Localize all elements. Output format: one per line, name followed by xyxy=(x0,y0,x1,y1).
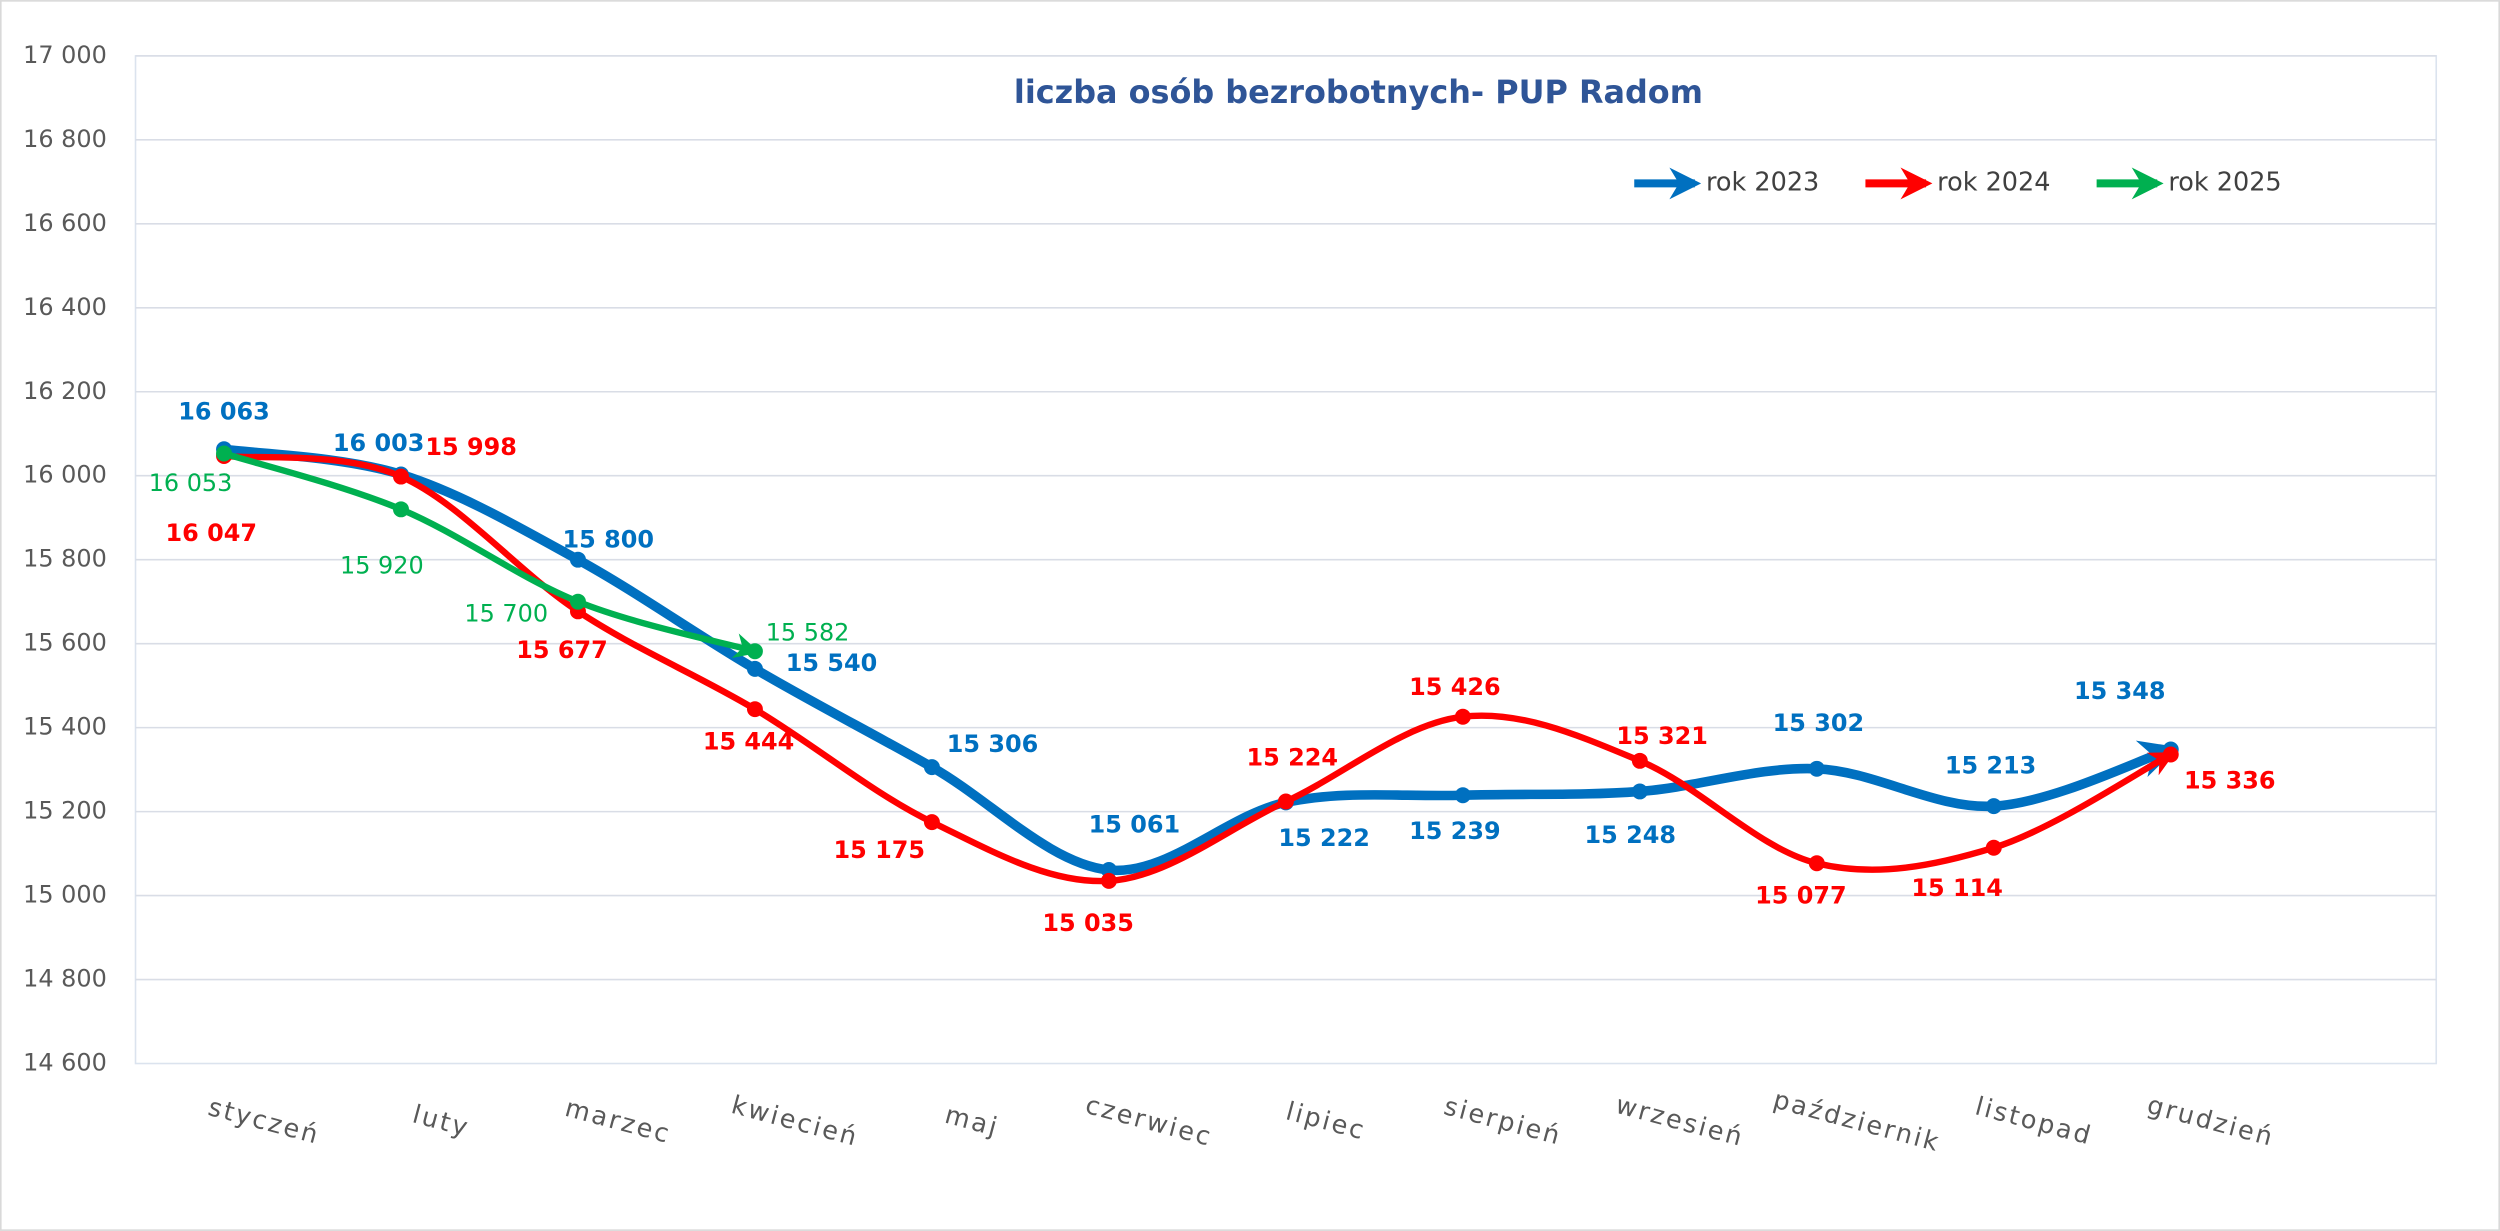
y-tick-label: 15 600 xyxy=(23,629,107,657)
data-label: 15 114 xyxy=(1911,874,2003,902)
data-point xyxy=(1100,872,1117,889)
y-tick-label: 17 000 xyxy=(23,41,107,69)
data-point xyxy=(1631,752,1648,769)
y-tick-label: 15 000 xyxy=(23,881,107,909)
data-label: 15 700 xyxy=(464,599,548,627)
data-label: 15 306 xyxy=(947,730,1039,758)
series-line xyxy=(219,444,2179,876)
data-point xyxy=(746,643,763,660)
data-point xyxy=(923,814,940,831)
data-point xyxy=(1277,793,1294,810)
data-label: 15 061 xyxy=(1089,810,1181,838)
data-label: 15 077 xyxy=(1755,882,1847,910)
data-label: 15 213 xyxy=(1945,751,2037,779)
y-tick-label: 14 600 xyxy=(23,1049,107,1077)
y-tick-label: 16 400 xyxy=(23,293,107,321)
chart-title: liczba osób bezrobotnych- PUP Radom xyxy=(1014,73,1703,111)
legend-label: rok 2024 xyxy=(1937,167,2050,197)
y-tick-label: 15 400 xyxy=(23,713,107,741)
data-point xyxy=(923,759,940,776)
data-point xyxy=(1985,798,2002,815)
data-point xyxy=(393,468,409,485)
data-label: 15 222 xyxy=(1278,824,1370,852)
data-label: 15 444 xyxy=(703,728,795,756)
data-label: 16 047 xyxy=(166,519,258,547)
data-point xyxy=(569,551,586,568)
data-point xyxy=(1631,783,1648,800)
data-label: 15 224 xyxy=(1247,743,1339,771)
y-tick-label: 15 200 xyxy=(23,797,107,825)
data-label: 15 248 xyxy=(1585,821,1677,849)
data-label: 15 175 xyxy=(834,836,926,864)
data-label: 15 321 xyxy=(1616,722,1708,750)
data-point xyxy=(1454,708,1471,725)
data-label: 16 063 xyxy=(178,398,270,426)
data-point xyxy=(569,593,586,610)
y-tick-label: 16 600 xyxy=(23,209,107,237)
data-point xyxy=(1808,760,1825,777)
data-point xyxy=(1985,839,2002,856)
y-tick-label: 15 800 xyxy=(23,545,107,573)
data-point xyxy=(393,501,409,518)
legend-label: rok 2023 xyxy=(1706,167,1819,197)
data-label: 16 053 xyxy=(149,469,233,497)
data-label: 15 348 xyxy=(2074,677,2166,705)
series-line xyxy=(220,450,760,659)
data-label: 15 336 xyxy=(2184,767,2276,795)
data-label: 15 540 xyxy=(786,649,878,677)
data-label: 15 998 xyxy=(425,433,517,461)
data-label: 15 677 xyxy=(516,636,608,664)
data-label: 15 426 xyxy=(1409,673,1501,701)
data-point xyxy=(2162,746,2179,763)
data-label: 15 800 xyxy=(563,526,655,554)
data-point xyxy=(1454,787,1471,804)
data-label: 15 035 xyxy=(1042,909,1134,937)
data-point xyxy=(216,445,232,462)
y-tick-label: 16 800 xyxy=(23,125,107,153)
data-label: 15 920 xyxy=(340,552,424,580)
data-point xyxy=(746,660,763,677)
y-tick-label: 14 800 xyxy=(23,965,107,993)
legend-label: rok 2025 xyxy=(2168,167,2281,197)
data-label: 15 302 xyxy=(1773,709,1865,737)
y-tick-label: 16 000 xyxy=(23,461,107,489)
data-label: 15 239 xyxy=(1409,817,1501,845)
data-point xyxy=(1808,855,1825,872)
data-point xyxy=(1100,861,1117,878)
data-label: 16 003 xyxy=(333,429,425,457)
data-label: 15 582 xyxy=(766,619,850,647)
y-tick-label: 16 200 xyxy=(23,377,107,405)
data-point xyxy=(746,701,763,718)
